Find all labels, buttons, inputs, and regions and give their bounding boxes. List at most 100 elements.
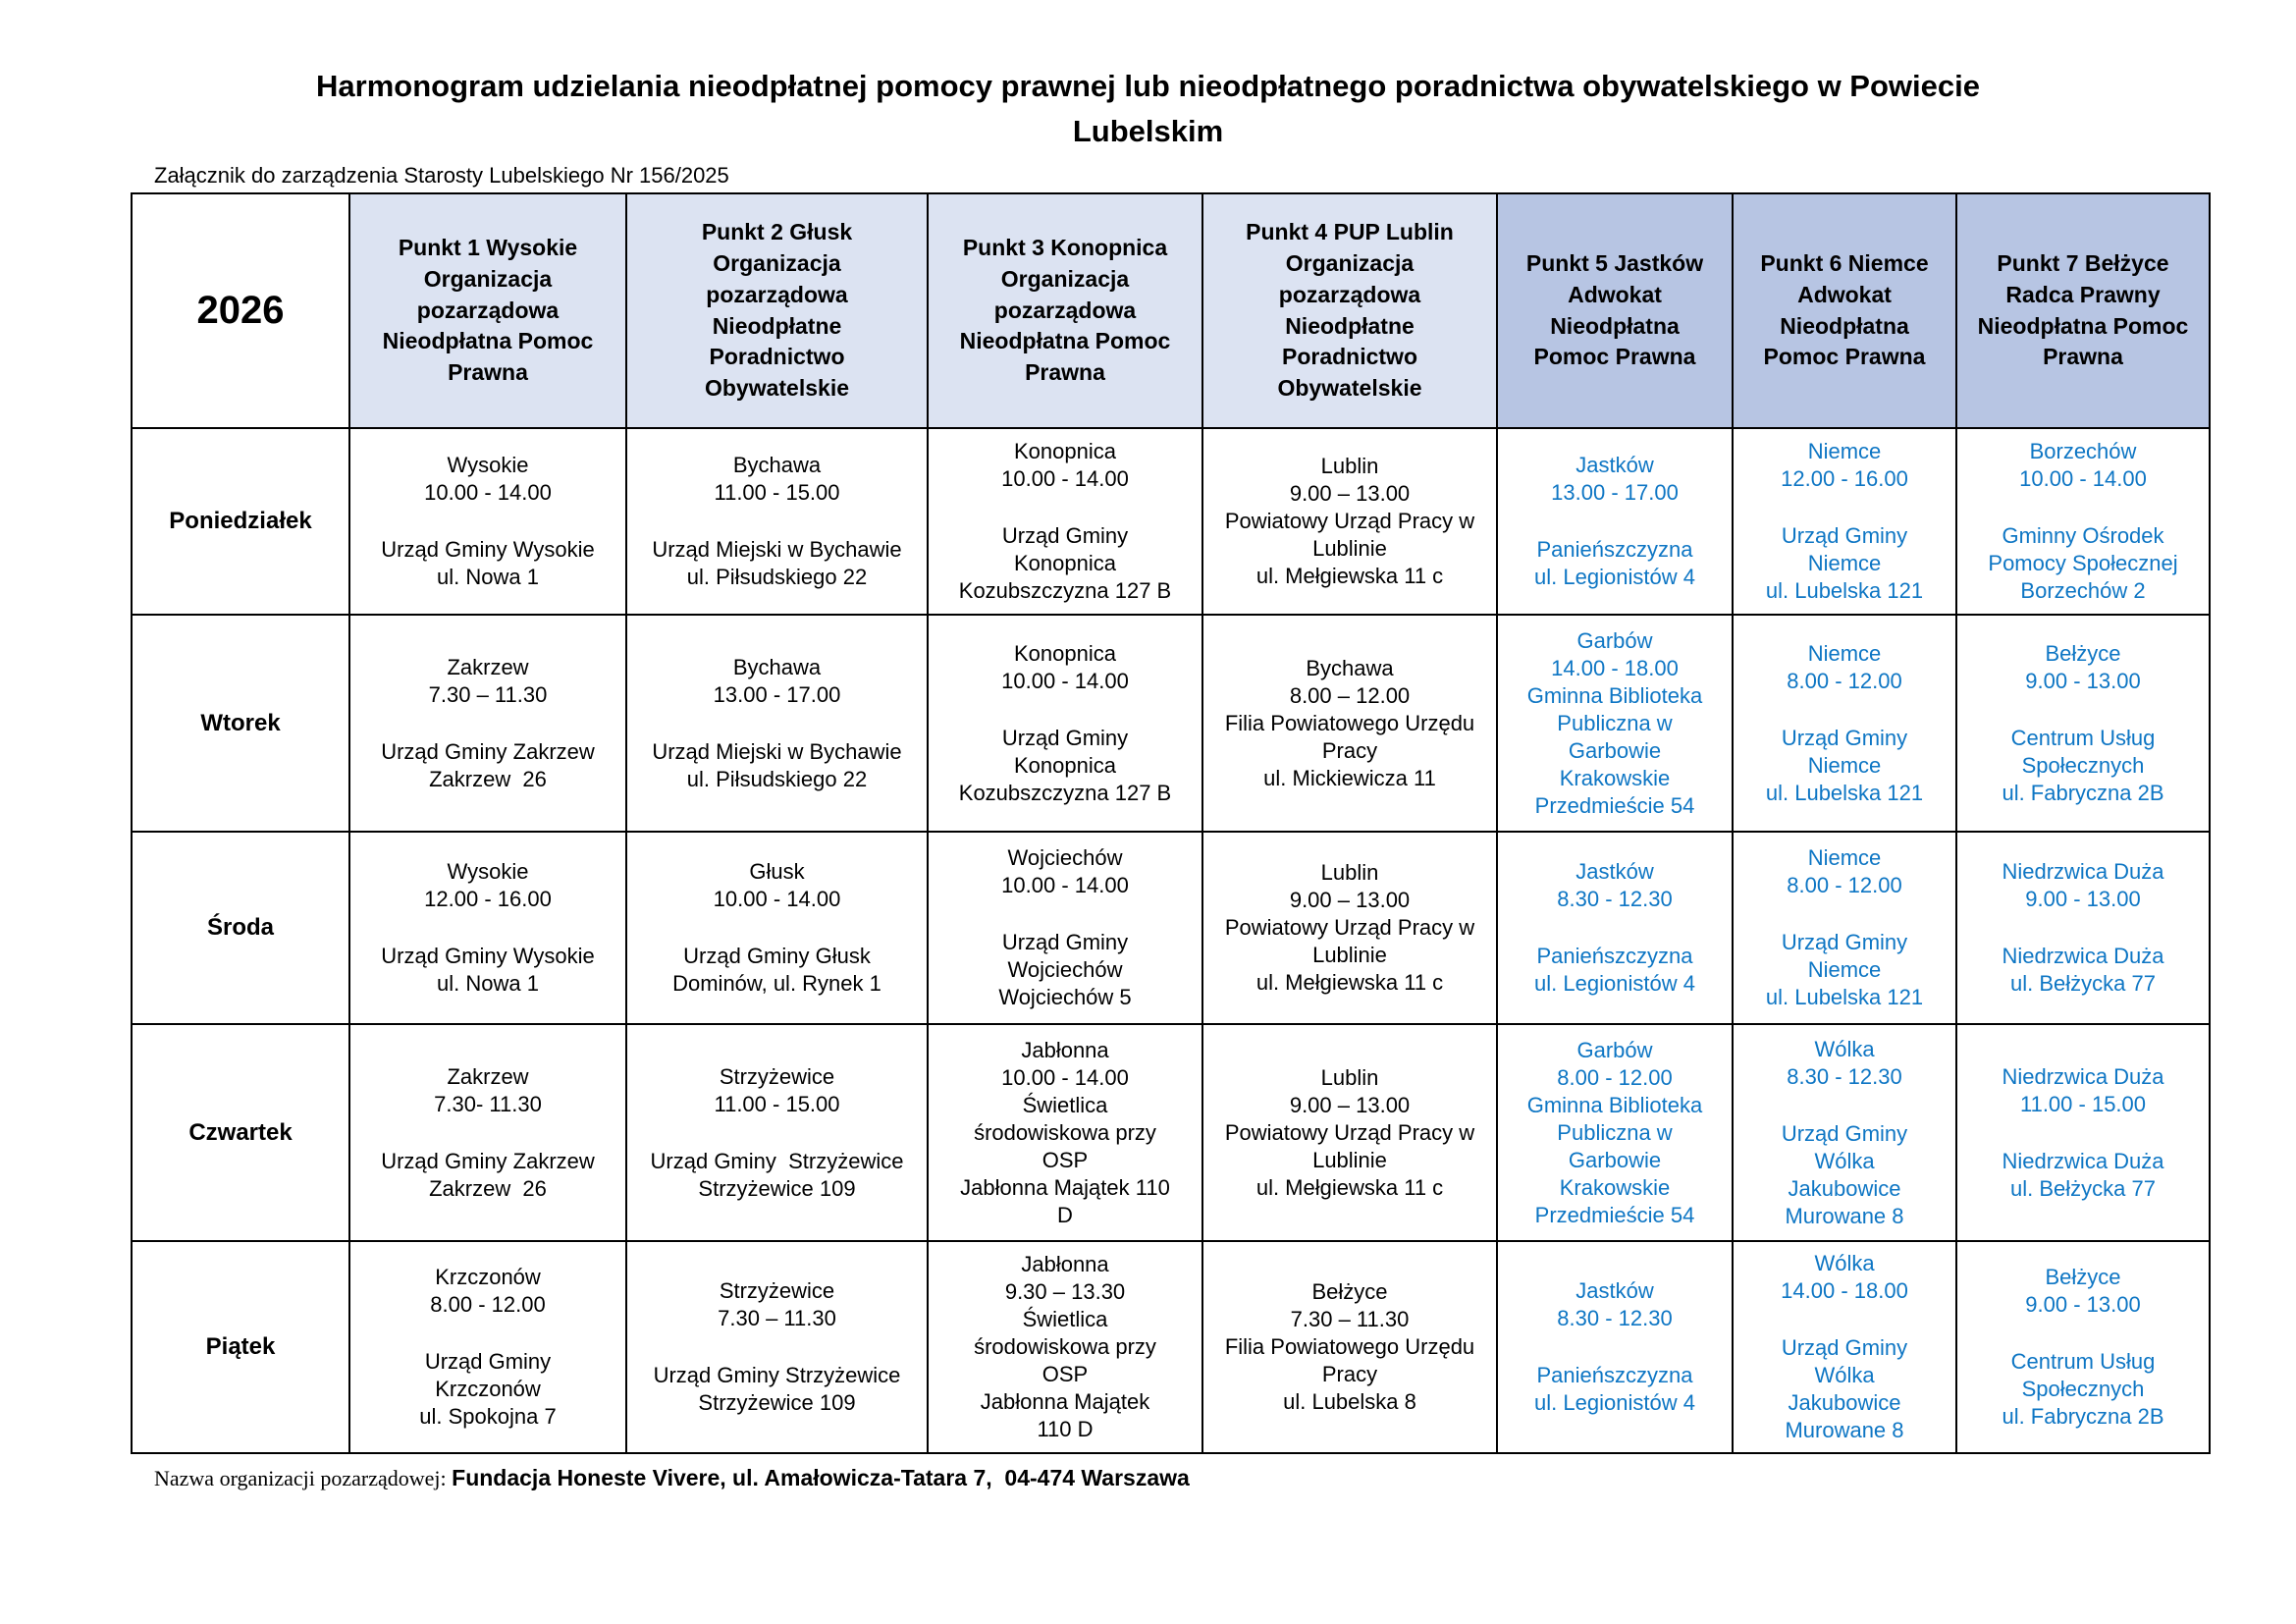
cell-line: 7.30- 11.30 bbox=[434, 1091, 542, 1116]
schedule-cell: Wysokie 10.00 - 14.00 Urząd Gminy Wysokie u… bbox=[348, 427, 627, 616]
cell-spacer bbox=[354, 1119, 621, 1147]
cell-line: 9.00 - 13.00 bbox=[2025, 1292, 2141, 1317]
cell-line: Przedmieście 54 bbox=[1534, 1202, 1695, 1227]
schedule-cell: Konopnica 10.00 - 14.00 Urząd Gminy Konopni… bbox=[927, 427, 1203, 616]
cell-line: Lublin bbox=[1320, 1064, 1379, 1090]
cell-spacer bbox=[631, 1119, 923, 1147]
schedule-row: Piątek Krzczonów 8.00 - 12.00 Urząd Gminy Kr… bbox=[131, 1240, 2211, 1454]
cell-line: ul. Piłsudskiego 22 bbox=[686, 766, 868, 791]
cell-line: Garbów bbox=[1576, 627, 1653, 653]
cell-line: ul. Bełżycka 77 bbox=[2010, 971, 2156, 996]
cell-line: 8.00 - 12.00 bbox=[1787, 873, 1902, 897]
cell-line: Garbów bbox=[1576, 1037, 1653, 1062]
cell-line: 11.00 - 15.00 bbox=[714, 1091, 840, 1116]
cell-line: Urząd Gminy bbox=[1001, 523, 1129, 548]
cell-line: Jakubowice bbox=[1788, 1390, 1901, 1415]
cell-line: Gminna Biblioteka bbox=[1526, 1092, 1703, 1117]
cell-line: 11.00 - 15.00 bbox=[714, 480, 840, 505]
cell-line: Centrum Usług bbox=[2010, 1349, 2156, 1374]
cell-line: Lublinie bbox=[1312, 1147, 1387, 1172]
cell-line: ul. Lubelska 121 bbox=[1765, 780, 1924, 805]
schedule-row: Wtorek Zakrzew 7.30 – 11.30 Urząd Gminy Zak… bbox=[131, 614, 2211, 833]
page-title: Harmonogram udzielania nieodpłatnej pomo… bbox=[316, 68, 1980, 148]
cell-line: 9.00 – 13.00 bbox=[1289, 481, 1411, 506]
schedule-cell: Krzczonów 8.00 - 12.00 Urząd Gminy Krzczonó… bbox=[348, 1240, 627, 1454]
cell-spacer bbox=[1961, 1119, 2205, 1147]
cell-line: Niemce bbox=[1807, 957, 1882, 982]
cell-line: Niedrzwica Duża bbox=[2002, 1063, 2164, 1089]
cell-line: ul. Nowa 1 bbox=[437, 971, 539, 996]
cell-line: 9.30 – 13.30 bbox=[1004, 1279, 1126, 1304]
cell-line: 9.00 - 13.00 bbox=[2025, 668, 2141, 693]
cell-line: Garbowie bbox=[1568, 1147, 1662, 1172]
cell-line: Strzyżewice bbox=[719, 1278, 835, 1303]
cell-line: 10.00 - 14.00 bbox=[1001, 873, 1129, 897]
cell-line: Niemce bbox=[1807, 551, 1882, 575]
cell-spacer bbox=[354, 508, 621, 535]
cell-line: Jakubowice bbox=[1788, 1175, 1901, 1201]
cell-line: ul. Fabryczna 2B bbox=[2002, 780, 2164, 805]
cell-line: Strzyżewice 109 bbox=[698, 1390, 856, 1415]
column-header-punkt-3: Punkt 3 Konopnica Organizacja pozarządow… bbox=[927, 192, 1203, 429]
cell-line: ul. Mickiewicza 11 bbox=[1263, 765, 1436, 790]
cell-spacer bbox=[1737, 696, 1951, 724]
cell-line: Niemce bbox=[1807, 845, 1882, 870]
cell-line: 9.00 – 13.00 bbox=[1289, 1092, 1411, 1117]
schedule-cell: Garbów 14.00 - 18.00 Gminna Biblioteka Publ… bbox=[1496, 614, 1734, 833]
cell-line: Zakrzew 26 bbox=[429, 766, 547, 791]
cell-line: Bychawa bbox=[732, 654, 822, 679]
cell-line: 8.00 - 12.00 bbox=[1787, 668, 1902, 693]
schedule-cell: Lublin 9.00 – 13.00 Powiatowy Urząd Pracy … bbox=[1201, 427, 1498, 616]
cell-line: ul. Legionistów 4 bbox=[1534, 971, 1695, 996]
cell-line: Jastków bbox=[1575, 453, 1654, 477]
cell-line: Powiatowy Urząd Pracy w bbox=[1224, 509, 1475, 533]
cell-line: 10.00 - 14.00 bbox=[1001, 466, 1129, 491]
cell-spacer bbox=[1737, 494, 1951, 521]
cell-line: Garbowie bbox=[1568, 737, 1662, 763]
cell-line: 13.00 - 17.00 bbox=[713, 681, 841, 707]
header-row: 2026 Punkt 1 Wysokie Organizacja pozarzą… bbox=[131, 192, 2211, 429]
cell-line: Urząd Miejski w Bychawie bbox=[652, 537, 902, 562]
cell-line: 8.00 - 12.00 bbox=[430, 1292, 546, 1317]
cell-line: Krzczonów bbox=[435, 1377, 541, 1401]
cell-line: Wólka bbox=[1814, 1036, 1875, 1061]
schedule-cell: Jastków 8.30 - 12.30 Panieńszczyzna ul. Leg… bbox=[1496, 831, 1734, 1025]
cell-line: Powiatowy Urząd Pracy w bbox=[1224, 1119, 1475, 1145]
cell-line: środowiskowa przy bbox=[974, 1334, 1156, 1359]
cell-line: 10.00 - 14.00 bbox=[1001, 1064, 1129, 1090]
cell-line: Jabłonna bbox=[1021, 1252, 1109, 1276]
cell-line: Wojciechów bbox=[1007, 845, 1123, 870]
cell-spacer bbox=[933, 900, 1198, 928]
cell-line: Wojciechów 5 bbox=[998, 985, 1132, 1009]
schedule-cell: Bychawa 11.00 - 15.00 Urząd Miejski w Bych… bbox=[625, 427, 929, 616]
cell-line: Zakrzew bbox=[447, 1063, 529, 1089]
cell-line: Bełżyce bbox=[2045, 640, 2121, 666]
cell-line: Publiczna w bbox=[1557, 710, 1673, 735]
cell-line: Borzechów bbox=[2029, 439, 2137, 463]
cell-line: 9.00 - 13.00 bbox=[2025, 887, 2141, 911]
cell-line: Konopnica bbox=[1014, 752, 1116, 778]
cell-line: Pracy bbox=[1321, 1362, 1378, 1386]
day-label: Poniedziałek bbox=[131, 427, 350, 616]
cell-line: 110 D bbox=[1037, 1417, 1094, 1441]
schedule-cell: Bychawa 13.00 - 17.00 Urząd Miejski w Bych… bbox=[625, 614, 929, 833]
cell-line: Urząd Gminy bbox=[1781, 523, 1908, 548]
cell-line: Urząd Gminy bbox=[1001, 930, 1129, 954]
cell-line: Bychawa bbox=[1306, 655, 1394, 680]
cell-line: 9.00 – 13.00 bbox=[1289, 888, 1411, 912]
schedule-row: Poniedziałek Wysokie 10.00 - 14.00 Urząd Gm… bbox=[131, 427, 2211, 616]
cell-line: Urząd Gminy Zakrzew bbox=[381, 1148, 595, 1173]
schedule-cell: Niedrzwica Duża 9.00 - 13.00 Niedrzwica Du… bbox=[1955, 831, 2211, 1025]
cell-spacer bbox=[354, 710, 621, 737]
cell-line: Niedrzwica Duża bbox=[2002, 859, 2164, 884]
schedule-cell: Jabłonna 9.30 – 13.30 Świetlica środowiskow… bbox=[927, 1240, 1203, 1454]
cell-line: Jastków bbox=[1575, 1278, 1654, 1303]
cell-line: 14.00 - 18.00 bbox=[1781, 1278, 1908, 1303]
cell-line: 11.00 - 15.00 bbox=[2019, 1091, 2147, 1116]
cell-line: Wólka bbox=[1814, 1251, 1875, 1275]
schedule-cell: Konopnica 10.00 - 14.00 Urząd Gminy Konopni… bbox=[927, 614, 1203, 833]
column-header-punkt-5: Punkt 5 Jastków Adwokat Nieodpłatna Pomo… bbox=[1496, 192, 1734, 429]
cell-line: Urząd Gminy bbox=[1781, 930, 1908, 954]
cell-line: Głusk bbox=[749, 859, 805, 884]
